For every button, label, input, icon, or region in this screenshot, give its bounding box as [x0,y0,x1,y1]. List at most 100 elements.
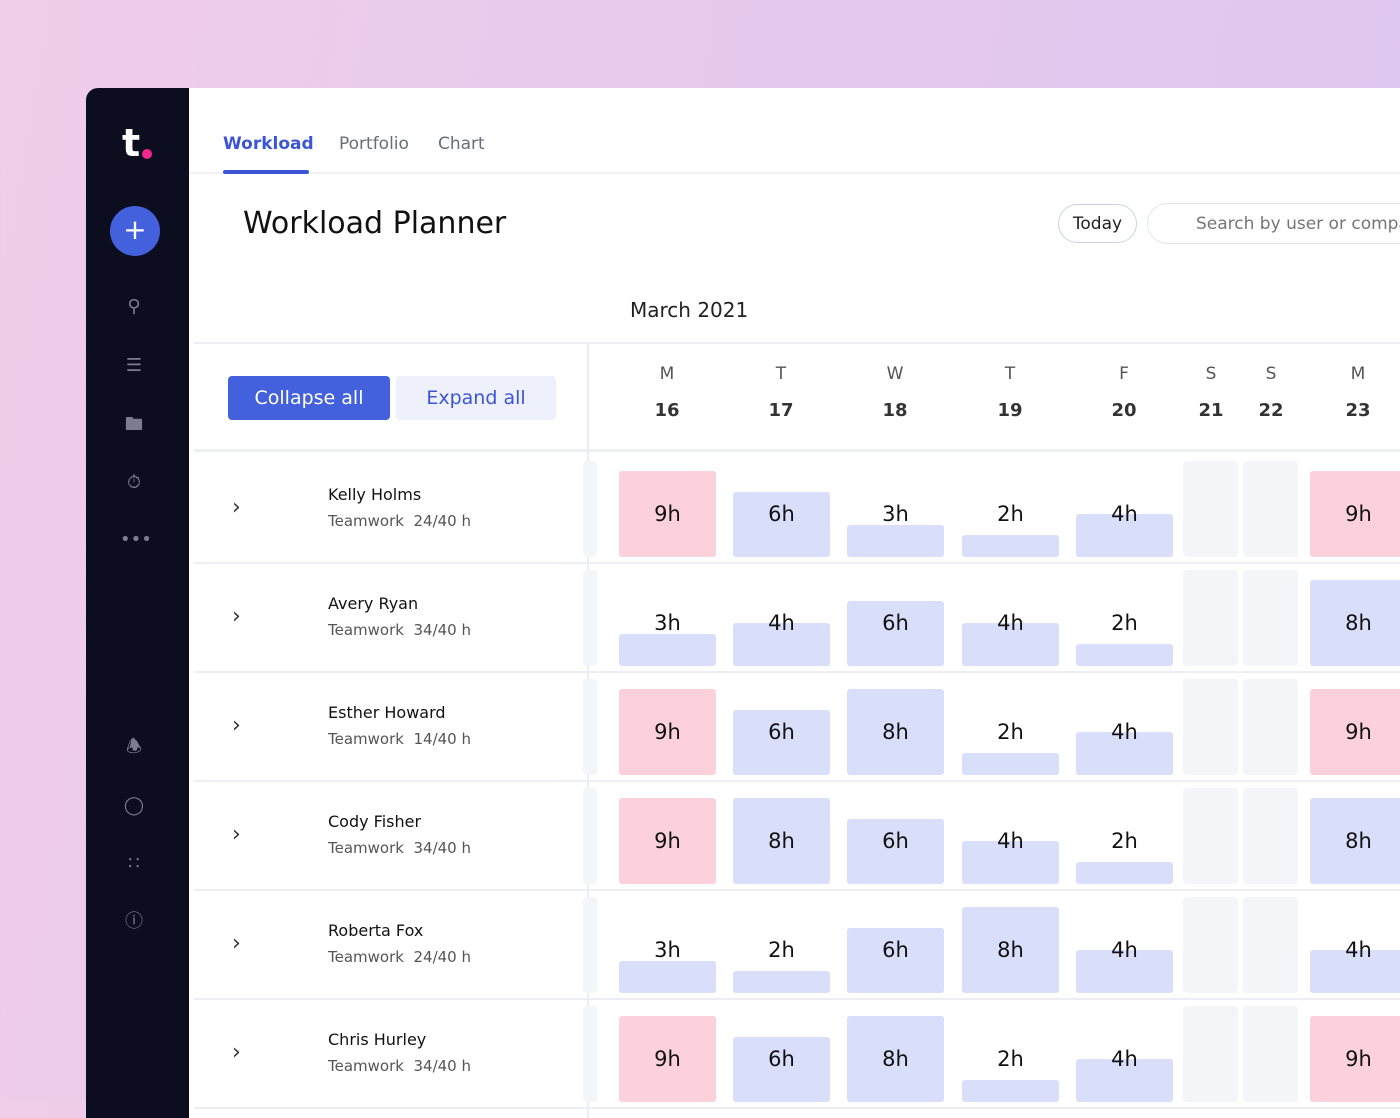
weekday-letter: F [1119,364,1129,384]
search-icon[interactable]: ⚲ [127,296,141,317]
tab-chart[interactable]: Chart [438,134,485,154]
day-number: 17 [768,400,794,421]
hours-bar[interactable] [619,798,716,884]
search-input[interactable] [1147,203,1400,244]
hours-bar[interactable] [847,689,944,775]
hours-bar[interactable] [1076,862,1173,884]
weekday-letter: T [1004,364,1016,384]
timer-icon[interactable]: ⏱ [126,472,142,493]
hours-label: 6h [882,829,909,853]
hours-bar[interactable] [962,623,1059,666]
hours-bar[interactable] [619,961,716,993]
bell-icon[interactable]: 🕭 [125,736,143,757]
hours-bar[interactable] [733,492,830,557]
hours-label: 4h [1111,938,1138,962]
hours-bar[interactable] [733,971,830,993]
hours-bar[interactable] [1310,798,1400,884]
main-content: Workload Portfolio Chart Workload Planne… [189,88,1400,1118]
hours-label: 8h [997,938,1024,962]
hours-bar[interactable] [733,1037,830,1102]
hours-bar[interactable] [962,907,1059,993]
weekend-cell [1243,570,1298,666]
hours-label: 8h [1345,829,1372,853]
hours-label: 4h [1345,938,1372,962]
chevron-right-icon[interactable]: › [232,495,241,520]
hours-label: 2h [997,1047,1024,1071]
hours-bar[interactable] [1310,1016,1400,1102]
hours-bar[interactable] [619,1016,716,1102]
person-workload: Teamwork 14/40 h [328,730,471,748]
more-icon[interactable]: ••• [120,529,152,550]
chevron-right-icon[interactable]: › [232,931,241,956]
chevron-right-icon[interactable]: › [232,822,241,847]
prev-day-cell [583,570,597,666]
logo[interactable]: t [122,121,152,165]
hours-bar[interactable] [1076,644,1173,666]
hours-bar[interactable] [962,535,1059,557]
weekday-letter: M [1350,364,1366,384]
hours-bar[interactable] [733,623,830,666]
hours-bar[interactable] [1310,580,1400,666]
day-header: S 21 [1181,364,1241,421]
hours-bar[interactable] [962,753,1059,775]
collapse-all-button[interactable]: Collapse all [228,376,390,420]
hours-bar[interactable] [619,471,716,557]
person-workload: Teamwork 24/40 h [328,512,471,530]
hours-bar[interactable] [1076,514,1173,557]
hours-bar[interactable] [847,819,944,884]
chevron-right-icon[interactable]: › [232,713,241,738]
apps-icon[interactable]: ∷ [128,853,140,874]
hours-bar[interactable] [1310,471,1400,557]
month-label: March 2021 [630,298,749,322]
person-name: Roberta Fox [328,921,424,940]
hours-bar[interactable] [619,634,716,666]
tab-workload[interactable]: Workload [223,134,314,154]
hours-label: 2h [997,720,1024,744]
day-number: 20 [1111,400,1137,421]
hours-bar[interactable] [1310,689,1400,775]
hours-bar[interactable] [847,525,944,557]
chevron-right-icon[interactable]: › [232,604,241,629]
hours-label: 3h [654,611,681,635]
hours-bar[interactable] [847,601,944,666]
day-header: S 22 [1241,364,1301,421]
today-button[interactable]: Today [1058,204,1137,243]
chat-icon[interactable]: ◯ [123,795,145,816]
hours-bar[interactable] [1310,950,1400,993]
plus-icon[interactable]: + [110,206,160,256]
day-header: W 18 [865,364,925,421]
hours-bar[interactable] [733,798,830,884]
prev-day-cell [583,1006,597,1102]
day-number: 21 [1198,400,1224,421]
hours-label: 6h [768,1047,795,1071]
day-header: T 19 [980,364,1040,421]
hours-bar[interactable] [1076,732,1173,775]
tab-portfolio[interactable]: Portfolio [339,134,409,154]
day-number: 23 [1345,400,1371,421]
chevron-right-icon[interactable]: › [232,1040,241,1065]
hours-bar[interactable] [619,689,716,775]
page-title: Workload Planner [243,206,507,241]
help-icon[interactable]: ⓘ [125,911,143,932]
day-number: 19 [997,400,1023,421]
tasks-icon[interactable]: ☰ [125,355,143,376]
weekend-cell [1183,461,1238,557]
logo-text: t [122,121,141,165]
hours-bar[interactable] [847,1016,944,1102]
folder-icon[interactable]: 🖿 [125,414,143,435]
person-workload: Teamwork 34/40 h [328,839,471,857]
prev-day-cell [583,897,597,993]
hours-bar[interactable] [847,928,944,993]
hours-bar[interactable] [962,841,1059,884]
hours-bar[interactable] [1076,1059,1173,1102]
weekend-cell [1183,570,1238,666]
hours-label: 2h [997,502,1024,526]
hours-bar[interactable] [733,710,830,775]
hours-bar[interactable] [962,1080,1059,1102]
person-row: › Kelly Holms Teamwork 24/40 h 9h 6h 3h … [194,455,1400,564]
expand-all-button[interactable]: Expand all [396,376,556,420]
hours-label: 9h [1345,720,1372,744]
person-row: › Cody Fisher Teamwork 34/40 h 9h 8h 6h … [194,782,1400,891]
hours-bar[interactable] [1076,950,1173,993]
weekday-letter: W [886,364,904,384]
